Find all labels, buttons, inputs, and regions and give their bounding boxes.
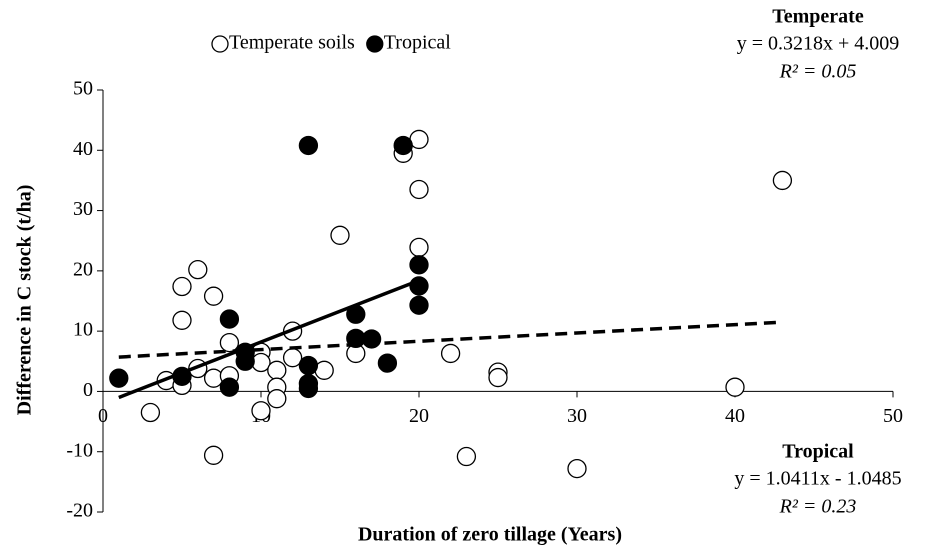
point	[251, 401, 271, 421]
point	[298, 355, 319, 376]
point	[140, 402, 161, 423]
legend-label: Tropical	[384, 32, 451, 54]
y-tick-label: 0	[83, 379, 93, 401]
legend-label: Temperate soils	[229, 32, 355, 54]
point	[298, 135, 319, 156]
annotation-equation: y = 1.0411x - 1.0485	[734, 468, 901, 490]
point	[772, 170, 793, 191]
annotation-equation: y = 0.3218x + 4.009	[737, 33, 900, 55]
point	[172, 310, 192, 330]
point	[267, 360, 287, 380]
point	[219, 332, 240, 353]
point	[203, 286, 224, 306]
point	[409, 237, 429, 257]
y-tick-label: 30	[73, 198, 93, 220]
point	[377, 353, 398, 373]
point	[203, 368, 224, 388]
annotation-title: Temperate	[772, 6, 864, 28]
point	[235, 351, 255, 371]
point	[409, 276, 429, 296]
x-tick-label: 20	[409, 405, 429, 427]
x-tick-label: 50	[883, 405, 903, 427]
point	[330, 225, 350, 245]
x-tick-label: 0	[98, 405, 108, 427]
point	[267, 389, 287, 409]
x-axis-label: Duration of zero tillage (Years)	[358, 524, 622, 546]
y-tick-label: 10	[73, 319, 93, 341]
y-tick-label: 50	[73, 78, 93, 100]
point	[440, 343, 461, 364]
point	[488, 367, 508, 388]
point	[219, 377, 240, 397]
point	[409, 295, 429, 315]
point	[298, 378, 319, 399]
legend-marker	[366, 35, 384, 53]
x-tick-label: 30	[567, 405, 587, 427]
point	[409, 179, 429, 200]
point	[567, 458, 587, 479]
trendline	[118, 320, 783, 359]
point	[219, 309, 240, 329]
point	[456, 446, 477, 467]
point	[409, 255, 429, 275]
point	[393, 135, 413, 156]
y-axis-label: Difference in C stock (t/ha)	[14, 185, 36, 416]
point	[203, 445, 224, 465]
annotation-r2: R² = 0.05	[779, 61, 857, 83]
y-tick-label: 40	[73, 138, 93, 160]
point	[172, 276, 192, 297]
annotation-title: Tropical	[782, 441, 854, 463]
y-tick-label: -10	[66, 439, 93, 461]
x-tick-label: 40	[725, 405, 745, 427]
point	[188, 260, 208, 280]
trendline	[118, 278, 420, 400]
point	[109, 368, 129, 388]
point	[725, 377, 745, 397]
annotation-r2: R² = 0.23	[779, 496, 857, 518]
y-tick-label: 20	[73, 258, 93, 280]
y-tick-label: -20	[66, 500, 93, 522]
legend-marker	[211, 35, 229, 53]
